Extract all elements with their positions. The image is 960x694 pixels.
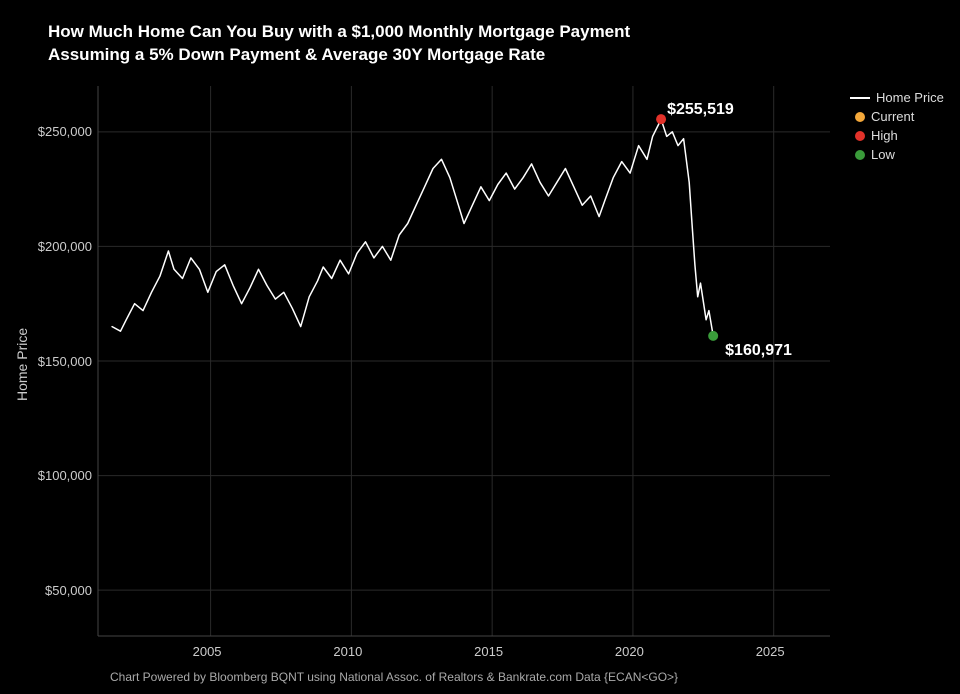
y-tick-label: $250,000	[38, 124, 92, 139]
chart-title-line-1: How Much Home Can You Buy with a $1,000 …	[48, 22, 630, 42]
legend-item: Home Price	[850, 90, 944, 105]
legend-item: Low	[850, 147, 944, 162]
legend-line-swatch	[850, 97, 870, 99]
y-axis-label: Home Price	[14, 328, 30, 401]
x-tick-label: 2015	[474, 644, 503, 659]
high-annotation: $255,519	[667, 101, 734, 119]
y-tick-label: $150,000	[38, 354, 92, 369]
x-tick-label: 2020	[615, 644, 644, 659]
x-tick-label: 2025	[756, 644, 785, 659]
chart-title-line-2: Assuming a 5% Down Payment & Average 30Y…	[48, 45, 545, 65]
legend-dot-swatch	[855, 150, 865, 160]
legend-label: Current	[871, 109, 914, 124]
x-tick-label: 2005	[193, 644, 222, 659]
y-tick-label: $100,000	[38, 468, 92, 483]
legend: Home Price Current High Low	[850, 90, 944, 166]
y-tick-label: $200,000	[38, 239, 92, 254]
chart-container: { "chart": { "type": "line", "title_line…	[0, 0, 960, 694]
legend-label: High	[871, 128, 898, 143]
footnote-text: Chart Powered by Bloomberg BQNT using Na…	[110, 670, 678, 684]
chart-svg	[0, 0, 960, 694]
legend-dot-swatch	[855, 112, 865, 122]
legend-item: Current	[850, 109, 944, 124]
legend-label: Low	[871, 147, 895, 162]
x-tick-label: 2010	[333, 644, 362, 659]
legend-dot-swatch	[855, 131, 865, 141]
legend-label: Home Price	[876, 90, 944, 105]
y-tick-label: $50,000	[45, 583, 92, 598]
low-annotation: $160,971	[725, 342, 792, 360]
legend-item: High	[850, 128, 944, 143]
